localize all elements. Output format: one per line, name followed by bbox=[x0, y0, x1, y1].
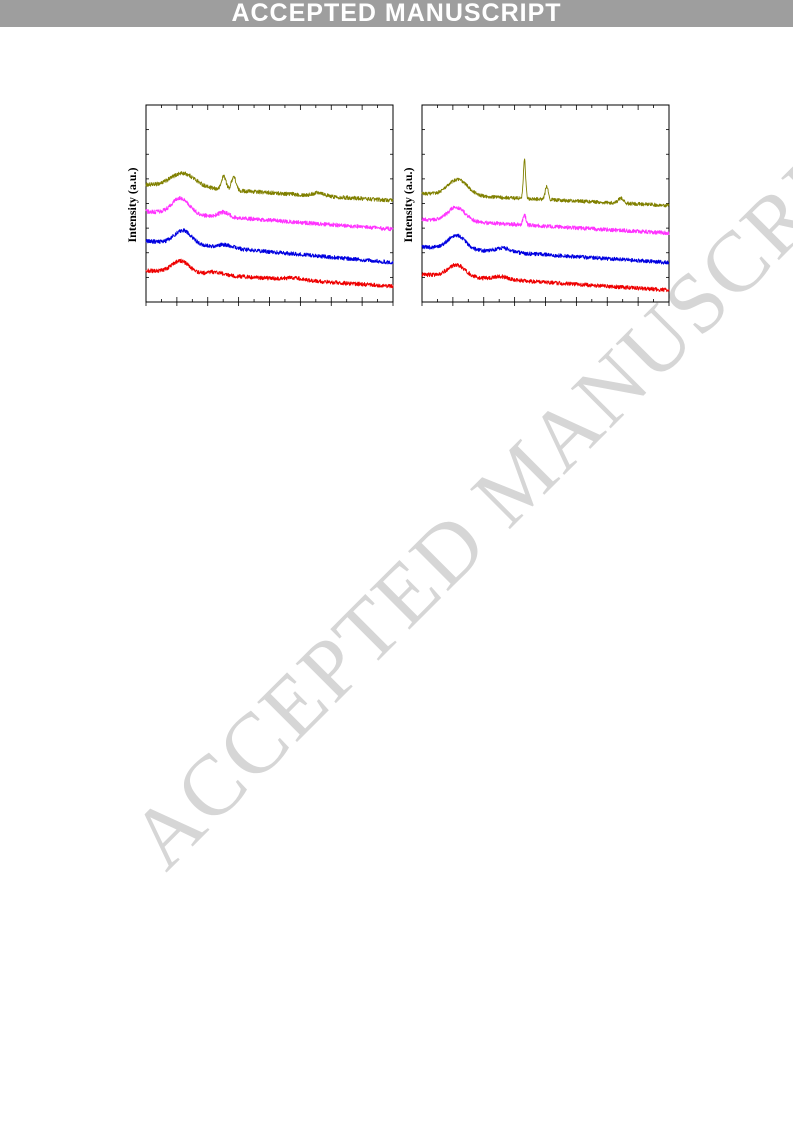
y-axis-label: Intensity (a.u.) bbox=[125, 167, 139, 242]
series-line-red bbox=[421, 262, 670, 293]
series-line-red bbox=[145, 258, 394, 289]
plot-area bbox=[145, 104, 394, 306]
y-axis-label: Intensity (a.u.) bbox=[401, 167, 415, 242]
banner-text: ACCEPTED MANUSCRIPT bbox=[231, 0, 562, 27]
watermark: ACCEPTED MANUSCRIPT bbox=[111, 70, 793, 887]
series-line-magenta bbox=[145, 196, 394, 232]
accepted-manuscript-banner: ACCEPTED MANUSCRIPT bbox=[0, 0, 793, 27]
xrd-chart-left: Intensity (a.u.) bbox=[125, 104, 394, 306]
plot-area bbox=[421, 104, 670, 306]
xrd-chart-right: Intensity (a.u.) bbox=[401, 104, 670, 306]
series-line-olive bbox=[421, 158, 670, 208]
series-line-olive bbox=[145, 171, 394, 203]
series-line-magenta bbox=[421, 205, 670, 236]
plot-frame bbox=[145, 104, 394, 303]
series-line-blue bbox=[145, 228, 394, 265]
series-line-blue bbox=[421, 233, 670, 265]
